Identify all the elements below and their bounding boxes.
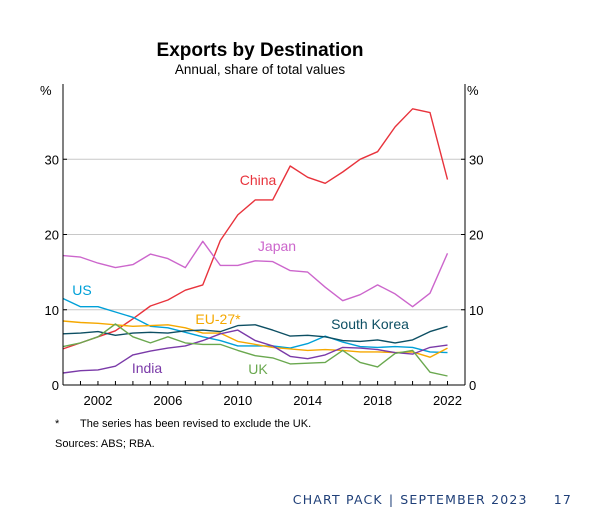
series-line-uk xyxy=(62,323,448,377)
series-lines xyxy=(62,108,449,377)
y-unit-left: % xyxy=(40,83,52,98)
y-unit-right: % xyxy=(467,83,479,98)
series-line-eu-27 xyxy=(62,320,448,358)
series-label-south-korea: South Korea xyxy=(331,316,409,332)
x-tick-label: 2014 xyxy=(293,393,322,408)
series-line-us xyxy=(62,297,448,354)
footer-separator: | xyxy=(388,492,395,507)
series-line-japan xyxy=(62,240,449,308)
chart-subtitle: Annual, share of total values xyxy=(175,62,346,77)
x-tick-label: 2002 xyxy=(83,393,112,408)
series-label-india: India xyxy=(132,360,163,376)
series-labels: China Japan US EU-27* South Korea India UK xyxy=(72,172,409,377)
sources-note: Sources: ABS; RBA. xyxy=(55,438,155,450)
y-tick-label-right: 30 xyxy=(469,152,483,167)
y-tick-label-left: 30 xyxy=(45,152,59,167)
footnote-text: The series has been revised to exclude t… xyxy=(80,418,312,430)
publication-date: SEPTEMBER 2023 xyxy=(400,492,528,507)
series-label-uk: UK xyxy=(248,361,268,377)
x-tick-label: 2006 xyxy=(153,393,182,408)
y-tick-label-right: 0 xyxy=(469,378,476,393)
page-footer: CHART PACK | SEPTEMBER 2023 17 xyxy=(293,492,572,507)
series-label-eu-27: EU-27* xyxy=(195,311,241,327)
axes xyxy=(62,84,466,386)
footnote-marker: * xyxy=(55,418,60,430)
series-label-us: US xyxy=(72,282,91,298)
series-label-china: China xyxy=(240,172,277,188)
x-tick-label: 2010 xyxy=(223,393,252,408)
x-tick-label: 2022 xyxy=(433,393,462,408)
series-line-india xyxy=(62,329,448,374)
tick-labels: 0 0 10 10 20 20 30 30 2002 2006 2010 2014 2018 2022 xyxy=(45,152,484,408)
gridlines xyxy=(63,158,465,311)
publication-name: CHART PACK xyxy=(292,492,383,507)
y-tick-label-left: 10 xyxy=(45,303,59,318)
line-chart: Exports by Destination Annual, share of … xyxy=(40,40,484,408)
chart-title: Exports by Destination xyxy=(157,40,364,61)
y-tick-label-right: 10 xyxy=(469,303,483,318)
series-line-china xyxy=(62,108,449,350)
series-label-japan: Japan xyxy=(258,238,296,254)
y-tick-label-left: 20 xyxy=(45,228,59,243)
x-tick-label: 2018 xyxy=(363,393,392,408)
y-tick-label-left: 0 xyxy=(52,378,59,393)
series-line-south-korea xyxy=(62,324,448,344)
page-number: 17 xyxy=(553,492,572,507)
y-tick-label-right: 20 xyxy=(469,228,483,243)
